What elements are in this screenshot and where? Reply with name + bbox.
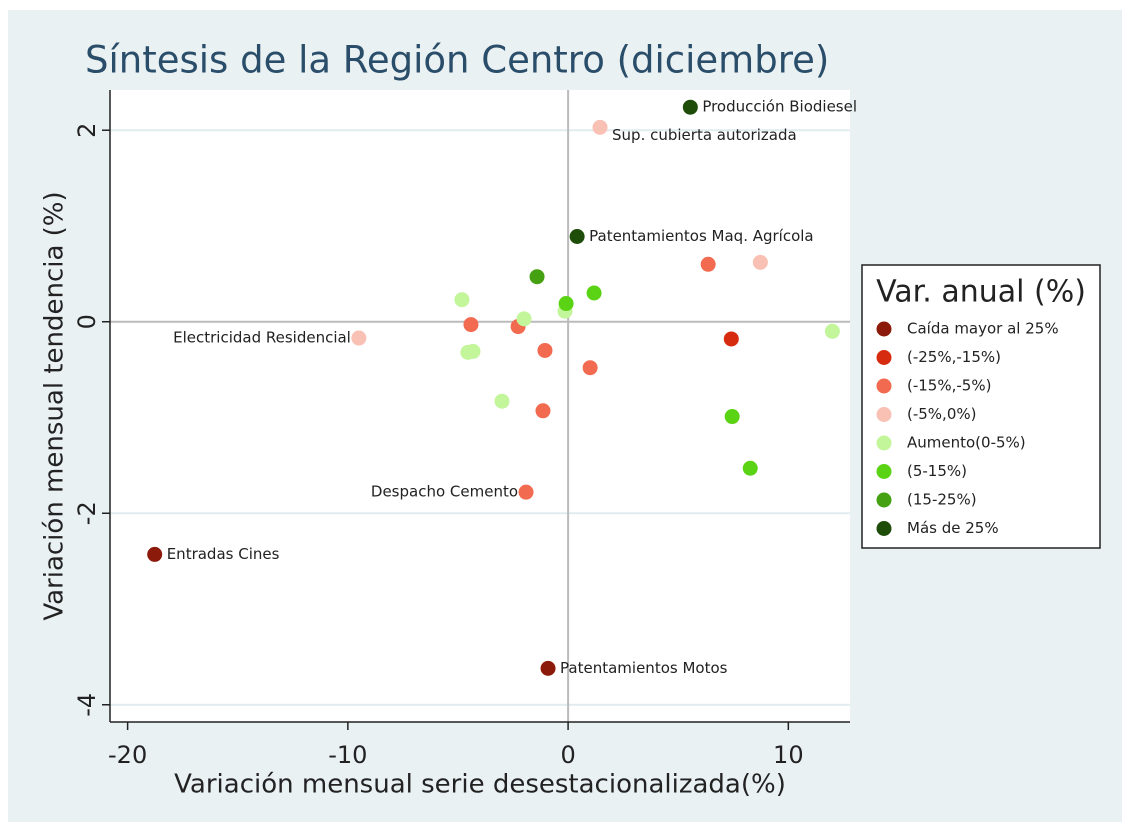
legend-label: (5-15%) xyxy=(907,462,967,480)
point xyxy=(723,331,739,347)
x-axis-title: Variación mensual serie desestacionaliza… xyxy=(174,770,786,800)
point xyxy=(540,660,556,676)
legend-marker xyxy=(876,378,892,394)
point xyxy=(351,330,367,346)
chart-title: Síntesis de la Región Centro (diciembre) xyxy=(85,39,829,82)
point-label: Producción Biodiesel xyxy=(702,98,857,116)
point-label: Patentamientos Motos xyxy=(560,659,728,677)
x-tick-label: 0 xyxy=(560,741,575,769)
legend-marker xyxy=(876,492,892,508)
point xyxy=(537,342,553,358)
legend-marker xyxy=(876,350,892,365)
y-tick-label: 2 xyxy=(73,123,101,138)
point-label: Electricidad Residencial xyxy=(173,329,351,347)
legend-label: (-25%,-15%) xyxy=(907,348,1001,366)
legend-label: Más de 25% xyxy=(907,519,999,537)
x-tick-label: -10 xyxy=(328,741,367,769)
point xyxy=(586,285,602,301)
legend-box xyxy=(861,264,1101,549)
point xyxy=(582,360,598,376)
legend-marker xyxy=(876,435,892,451)
point xyxy=(454,292,470,308)
legend-marker xyxy=(876,407,892,422)
legend-marker xyxy=(876,464,892,479)
point xyxy=(465,343,481,359)
point xyxy=(724,409,740,425)
y-axis-title: Variación mensual tendencia (%) xyxy=(40,191,70,620)
point xyxy=(824,323,840,339)
point-label: Entradas Cines xyxy=(167,545,280,563)
point-label: Sup. cubierta autorizada xyxy=(612,126,797,144)
point xyxy=(569,229,585,245)
y-tick-label: -2 xyxy=(73,501,101,525)
point xyxy=(147,546,163,562)
legend-title: Var. anual (%) xyxy=(876,275,1086,310)
point xyxy=(682,99,698,115)
x-tick-label: -20 xyxy=(108,741,147,769)
point xyxy=(592,119,608,135)
y-tick-label: 0 xyxy=(73,314,101,329)
legend-label: Caída mayor al 25% xyxy=(907,320,1059,338)
legend-label: (15-25%) xyxy=(907,491,977,509)
point xyxy=(535,403,551,419)
point xyxy=(700,256,716,272)
x-tick-label: 10 xyxy=(773,741,804,769)
point xyxy=(742,460,758,476)
plot-area xyxy=(110,90,850,722)
point xyxy=(516,311,532,327)
legend-marker xyxy=(876,521,892,536)
point xyxy=(518,484,534,500)
legend-label: (-5%,0%) xyxy=(907,405,976,423)
point xyxy=(558,296,574,312)
point xyxy=(463,317,479,333)
point-label: Despacho Cemento xyxy=(371,483,518,501)
legend-marker xyxy=(876,321,892,337)
point xyxy=(529,269,545,285)
legend-label: (-15%,-5%) xyxy=(907,377,991,395)
point xyxy=(494,393,510,409)
point-label: Patentamientos Maq. Agrícola xyxy=(589,227,814,245)
point xyxy=(752,254,768,270)
y-tick-label: -4 xyxy=(73,693,101,717)
legend-label: Aumento(0-5%) xyxy=(907,434,1026,452)
